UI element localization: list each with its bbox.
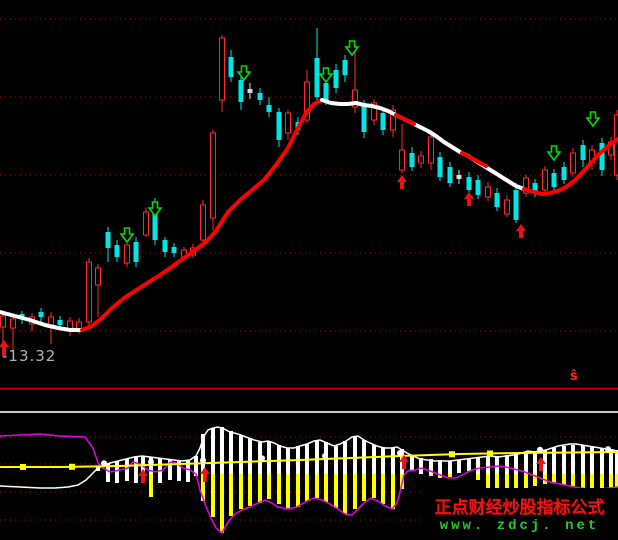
main-sell-arrows [119,40,601,244]
main-chart-area[interactable] [0,0,618,388]
signal-marker: ŝ [570,369,578,384]
watermark-url: www. zdcj. net [439,518,600,534]
magenta-line [0,433,618,535]
watermark-title: 正点财经炒股指标公式 [434,498,605,517]
watermark: 正点财经炒股指标公式 www. zdcj. net [421,488,618,534]
yellow-center-line [0,451,618,468]
ma-line [0,98,618,332]
main-grid [0,18,618,332]
oscillator-bars [96,427,618,533]
white-envelope-line [0,426,618,489]
center-line-markers [20,446,611,470]
price-label: -13.32 [2,347,57,365]
main-buy-arrows [0,175,526,356]
sub-buy-arrows [138,455,546,483]
